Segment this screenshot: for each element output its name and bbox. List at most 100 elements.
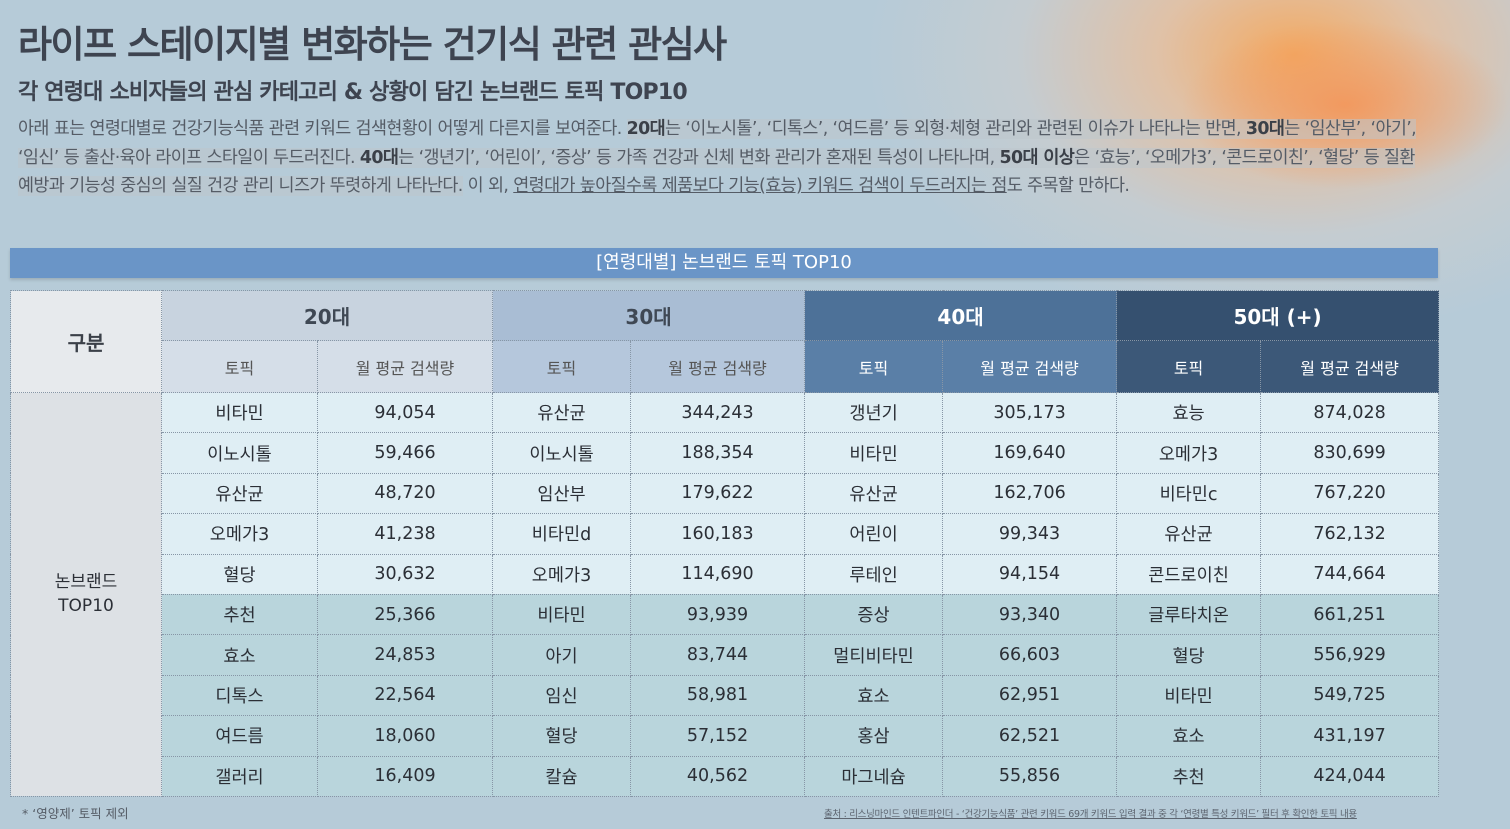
volume-cell: 62,521 [942, 715, 1118, 757]
volume-cell: 93,939 [630, 593, 806, 636]
desc-40s-text: 는 ‘갱년기’, ‘어린이’, ‘증상’ 등 가족 건강과 신체 변화 관리가 … [398, 147, 1000, 168]
topic-cell: 갱년기 [804, 391, 944, 434]
topic-cell: 어린이 [804, 513, 944, 555]
volume-cell: 744,664 [1260, 553, 1440, 595]
topic-cell: 아기 [492, 634, 632, 676]
topic-cell: 유산균 [804, 472, 944, 515]
topic-cell: 혈당 [1116, 634, 1262, 676]
volume-cell: 41,238 [316, 513, 494, 555]
topic-cell: 비타민 [492, 593, 632, 636]
subheader-volume: 월 평균 검색량 [630, 340, 806, 393]
volume-cell: 30,632 [316, 553, 494, 595]
volume-cell: 160,183 [630, 513, 806, 555]
volume-cell: 762,132 [1260, 513, 1440, 555]
table-row: 논브랜드 TOP10 비타민 94,054 유산균 344,243 갱년기 305,173 효능… [10, 391, 1440, 797]
desc-underlined-point: 연령대가 높아질수록 제품보다 기능(효능) 키워드 검색이 두드러지는 점 [513, 176, 1007, 196]
header-30s: 30대 [492, 290, 806, 341]
volume-cell: 48,720 [316, 472, 494, 515]
topic-cell: 임신 [492, 674, 632, 717]
topic-cell: 효소 [1116, 715, 1262, 757]
topic-cell: 이노시톨 [492, 432, 632, 474]
topic-cell: 마그네슘 [804, 755, 944, 797]
topic-cell: 오메가3 [492, 553, 632, 595]
desc-50s-text: 은 ‘효능’, ‘오메가3’, ‘콘드로이친’, ‘혈당’ 등 질환 예방과 기… [18, 147, 1415, 197]
desc-20s-text: 는 ‘이노시톨’, ‘디톡스’, ‘여드름’ 등 외형·체형 관리와 관련된 이… [665, 119, 1246, 139]
topic-cell: 갤러리 [161, 755, 318, 797]
subheader-topic: 토픽 [161, 340, 318, 393]
table-row: 오메가3 41,238 비타민d 160,183 어린이 99,343 유산균 762,132 [11, 513, 1440, 555]
topic-cell: 비타민 [1116, 674, 1262, 717]
volume-cell: 40,562 [630, 755, 806, 797]
page-subtitle: 각 연령대 소비자들의 관심 카테고리 & 상황이 담긴 논브랜드 토픽 TOP… [18, 80, 688, 105]
desc-ending: 도 주목할 만하다. [1006, 176, 1130, 196]
table-banner: [연령대별] 논브랜드 토픽 TOP10 [10, 248, 1438, 278]
topic-cell: 비타민d [492, 513, 632, 555]
table-body: 논브랜드 TOP10 비타민 94,054 유산균 344,243 갱년기 305,173 효능… [10, 391, 1440, 797]
volume-cell: 99,343 [942, 513, 1118, 555]
topic-cell: 추천 [1116, 755, 1262, 797]
volume-cell: 431,197 [1260, 715, 1440, 757]
volume-cell: 305,173 [942, 391, 1118, 434]
table-row: 유산균 48,720 임산부 179,622 유산균 162,706 비타민c 767,220 [11, 472, 1440, 515]
topic-cell: 루테인 [804, 553, 944, 595]
volume-cell: 162,706 [942, 472, 1118, 515]
volume-cell: 66,603 [942, 634, 1118, 676]
topic-cell: 혈당 [492, 715, 632, 757]
topic-cell: 유산균 [492, 391, 632, 434]
topic-cell: 유산균 [161, 472, 318, 515]
topic-cell: 디톡스 [161, 674, 318, 717]
volume-cell: 556,929 [1260, 634, 1440, 676]
topic-cell: 임산부 [492, 472, 632, 515]
desc-connector: 이 외, [462, 176, 514, 196]
volume-cell: 22,564 [316, 674, 494, 717]
table-row: 갤러리 16,409 칼슘 40,562 마그네슘 55,856 추천 424,044 [11, 755, 1440, 797]
volume-cell: 24,853 [316, 634, 494, 676]
topic-cell: 글루타치온 [1116, 593, 1262, 636]
table-row: 디톡스 22,564 임신 58,981 효소 62,951 비타민 549,725 [11, 674, 1440, 717]
table-row: 효소 24,853 아기 83,744 멀티비타민 66,603 혈당 556,929 [11, 634, 1440, 676]
volume-cell: 94,054 [316, 391, 494, 434]
topic-cell: 혈당 [161, 553, 318, 595]
volume-cell: 83,744 [630, 634, 806, 676]
volume-cell: 18,060 [316, 715, 494, 757]
header-gubun: 구분 [10, 290, 162, 393]
volume-cell: 424,044 [1260, 755, 1440, 797]
topic-cell: 멀티비타민 [804, 634, 944, 676]
volume-cell: 55,856 [942, 755, 1118, 797]
topic-cell: 효소 [804, 674, 944, 717]
topic-cell: 비타민 [804, 432, 944, 474]
topic-cell: 효능 [1116, 391, 1262, 434]
volume-cell: 59,466 [316, 432, 494, 474]
topic-cell: 콘드로이친 [1116, 553, 1262, 595]
volume-cell: 169,640 [942, 432, 1118, 474]
volume-cell: 179,622 [630, 472, 806, 515]
desc-40s-label: 40대 [359, 147, 399, 168]
desc-intro: 아래 표는 연령대별로 건강기능식품 관련 키워드 검색현황이 어떻게 다른지를… [18, 119, 627, 139]
desc-40s-highlight: 40대는 ‘갱년기’, ‘어린이’, ‘증상’ 등 가족 건강과 신체 변화 관… [359, 147, 1000, 168]
subheader-topic: 토픽 [492, 340, 632, 393]
volume-cell: 874,028 [1260, 391, 1440, 434]
topic-cell: 유산균 [1116, 513, 1262, 555]
desc-30s-text: 는 ‘임산부’, ‘아기’, ‘임신’ 등 출산·육아 라이프 스타일이 두드러… [18, 119, 1417, 168]
table-row: 이노시톨 59,466 이노시톨 188,354 비타민 169,640 오메가3 830,6… [11, 432, 1440, 474]
header-40s: 40대 [804, 290, 1118, 341]
footnote-exclusion: * ‘영양제’ 토픽 제외 [22, 806, 129, 821]
volume-cell: 661,251 [1260, 593, 1440, 636]
volume-cell: 188,354 [630, 432, 806, 474]
volume-cell: 114,690 [630, 553, 806, 595]
volume-cell: 93,340 [942, 593, 1118, 636]
volume-cell: 25,366 [316, 593, 494, 636]
desc-30s-label: 30대 [1245, 119, 1285, 139]
page-title: 라이프 스테이지별 변화하는 건기식 관련 관심사 [18, 23, 727, 66]
topic-cell: 추천 [161, 593, 318, 636]
volume-cell: 57,152 [630, 715, 806, 757]
volume-cell: 344,243 [630, 391, 806, 434]
volume-cell: 830,699 [1260, 432, 1440, 474]
topic-cell: 이노시톨 [161, 432, 318, 474]
topic-cell: 증상 [804, 593, 944, 636]
volume-cell: 16,409 [316, 755, 494, 797]
header-20s: 20대 [160, 290, 494, 341]
table-row: 혈당 30,632 오메가3 114,690 루테인 94,154 콘드로이친 744,664 [11, 553, 1440, 595]
topic-cell: 여드름 [161, 715, 318, 757]
subheader-volume: 월 평균 검색량 [1260, 340, 1440, 393]
